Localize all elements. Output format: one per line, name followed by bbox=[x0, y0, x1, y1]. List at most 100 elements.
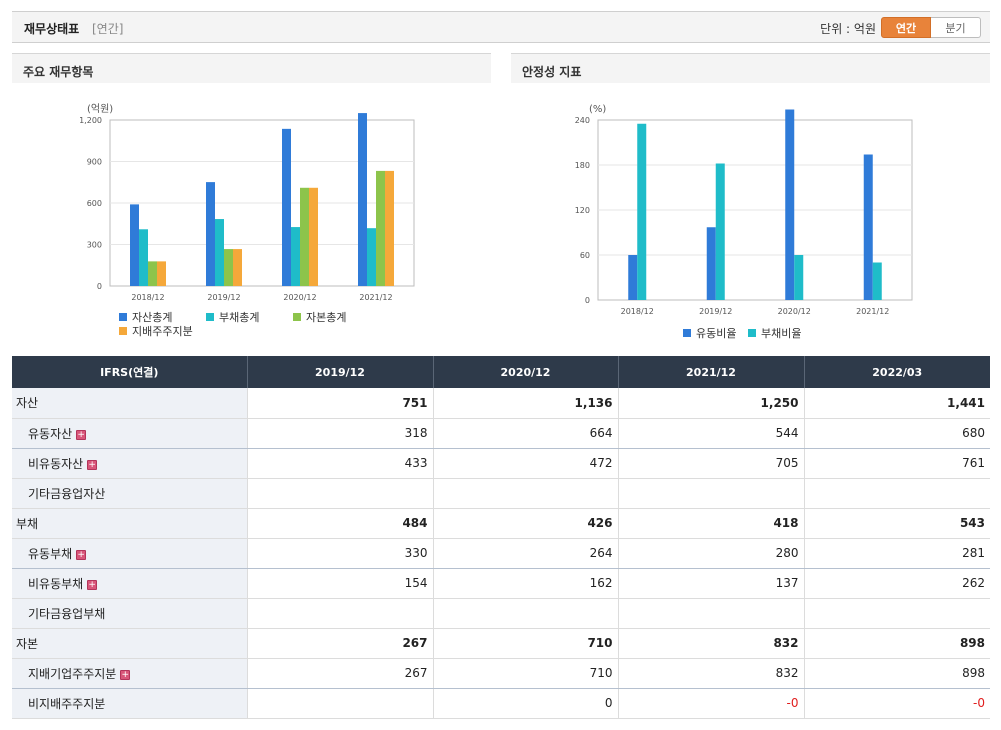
table-row: 비유동자산 +433 472 705 761 bbox=[12, 448, 990, 479]
bar bbox=[628, 255, 638, 300]
cell-value: 330 bbox=[246, 538, 433, 569]
table-header-row: IFRS(연결) 2019/12 2020/12 2021/12 2022/03 bbox=[12, 356, 990, 388]
cell-value bbox=[803, 598, 990, 629]
bar bbox=[385, 170, 394, 286]
cell-value: 832 bbox=[617, 658, 804, 689]
bar bbox=[637, 123, 647, 300]
row-label: 유동부채 + bbox=[12, 538, 247, 569]
cell-value: 280 bbox=[617, 538, 804, 569]
cell-value: 664 bbox=[432, 418, 618, 449]
stability-panel: 안정성 지표 (%) 0 60 120 180 240 2018/12 2019/12 2020… bbox=[511, 53, 990, 353]
bar bbox=[157, 261, 166, 286]
bar bbox=[282, 128, 291, 286]
unit-label: 단위 : 억원 bbox=[820, 22, 876, 36]
x-tick-label: 2018/12 bbox=[621, 307, 654, 316]
y-tick-label: 60 bbox=[580, 251, 590, 260]
period-tag: [연간] bbox=[92, 22, 124, 36]
x-tick-label: 2019/12 bbox=[699, 307, 732, 316]
cell-value bbox=[617, 598, 804, 629]
bar bbox=[785, 109, 795, 300]
table-row: 자산 751 1,136 1,250 1,441 bbox=[12, 388, 990, 419]
legend-swatch bbox=[119, 313, 127, 321]
cell-value: 154 bbox=[246, 568, 433, 599]
main-items-panel: 주요 재무항목 (억원) 0 300 600 900 1,200 2018/12 2019/1… bbox=[12, 53, 491, 353]
cell-value: 1,136 bbox=[432, 388, 618, 419]
bar bbox=[376, 170, 385, 286]
expand-plus-icon[interactable]: + bbox=[87, 579, 98, 590]
row-label: 비유동부채 + bbox=[12, 568, 247, 599]
unit-label: (억원) bbox=[87, 103, 113, 115]
y-tick-label: 300 bbox=[87, 241, 102, 250]
x-tick-label: 2019/12 bbox=[207, 293, 240, 302]
bar bbox=[233, 249, 242, 286]
bar bbox=[715, 163, 725, 300]
row-label-text: 비유동자산 bbox=[28, 456, 84, 471]
cell-value bbox=[803, 478, 990, 509]
row-label-text: 기타금융업자산 bbox=[28, 486, 106, 501]
cell-value: 761 bbox=[803, 448, 990, 479]
row-label: 자본 bbox=[12, 628, 247, 659]
expand-plus-icon[interactable]: + bbox=[76, 429, 87, 440]
cell-value: 137 bbox=[617, 568, 804, 599]
header-ifrs: IFRS(연결) bbox=[12, 356, 247, 388]
cell-value: 898 bbox=[803, 628, 990, 659]
cell-value: 433 bbox=[246, 448, 433, 479]
y-tick-label: 1,200 bbox=[79, 116, 102, 125]
x-tick-label: 2021/12 bbox=[359, 293, 392, 302]
expand-plus-icon[interactable]: + bbox=[76, 549, 87, 560]
legend-swatch bbox=[206, 313, 214, 321]
bar bbox=[358, 113, 367, 286]
bar bbox=[706, 227, 716, 300]
cell-value: 705 bbox=[617, 448, 804, 479]
y-tick-label: 240 bbox=[575, 116, 590, 125]
row-label-text: 비유동부채 bbox=[28, 576, 84, 591]
cell-value bbox=[246, 688, 433, 719]
bar bbox=[215, 219, 224, 286]
cell-value: 751 bbox=[246, 388, 433, 419]
cell-value: 832 bbox=[617, 628, 804, 659]
legend-swatch bbox=[119, 327, 127, 335]
cell-value: 710 bbox=[432, 658, 618, 689]
expand-plus-icon[interactable]: + bbox=[120, 669, 131, 680]
row-label-text: 지배기업주주지분 bbox=[28, 666, 117, 681]
x-tick-label: 2020/12 bbox=[283, 293, 316, 302]
row-label: 비유동자산 + bbox=[12, 448, 247, 479]
bar bbox=[872, 262, 882, 300]
legend-label: 자산총계 bbox=[132, 311, 172, 324]
toggle-annual-button[interactable]: 연간 bbox=[881, 17, 931, 38]
stability-title: 안정성 지표 bbox=[511, 53, 990, 83]
y-tick-label: 900 bbox=[87, 158, 102, 167]
section-title: 재무상태표 bbox=[24, 22, 80, 36]
cell-value: -0 bbox=[803, 688, 990, 719]
row-label-text: 자산 bbox=[16, 396, 39, 411]
table-row: 기타금융업부채 bbox=[12, 598, 990, 629]
bar bbox=[863, 154, 873, 300]
table-row: 자본 267 710 832 898 bbox=[12, 628, 990, 659]
table-row: 유동부채 +330 264 280 281 bbox=[12, 538, 990, 569]
row-label-text: 부채 bbox=[16, 516, 39, 531]
expand-plus-icon[interactable]: + bbox=[87, 459, 98, 470]
cell-value: 418 bbox=[617, 508, 804, 539]
cell-value: 162 bbox=[432, 568, 618, 599]
cell-value: 898 bbox=[803, 658, 990, 689]
bar bbox=[139, 229, 148, 286]
cell-value: 472 bbox=[432, 448, 618, 479]
y-tick-label: 600 bbox=[87, 199, 102, 208]
y-tick-label: 180 bbox=[575, 161, 590, 170]
cell-value: 543 bbox=[803, 508, 990, 539]
x-tick-label: 2018/12 bbox=[131, 293, 164, 302]
row-label-text: 유동자산 bbox=[28, 426, 73, 441]
header-2020-12: 2020/12 bbox=[432, 356, 618, 388]
y-tick-label: 120 bbox=[575, 206, 590, 215]
bar bbox=[309, 187, 318, 286]
legend-swatch bbox=[683, 329, 691, 337]
cell-value bbox=[617, 478, 804, 509]
toggle-quarter-button[interactable]: 분기 bbox=[931, 17, 981, 38]
row-label: 자산 bbox=[12, 388, 247, 419]
cell-value: 544 bbox=[617, 418, 804, 449]
period-toggle: 연간 분기 bbox=[881, 17, 981, 38]
cell-value: 318 bbox=[246, 418, 433, 449]
y-tick-label: 0 bbox=[585, 296, 590, 305]
cell-value: 426 bbox=[432, 508, 618, 539]
header-2021-12: 2021/12 bbox=[617, 356, 804, 388]
